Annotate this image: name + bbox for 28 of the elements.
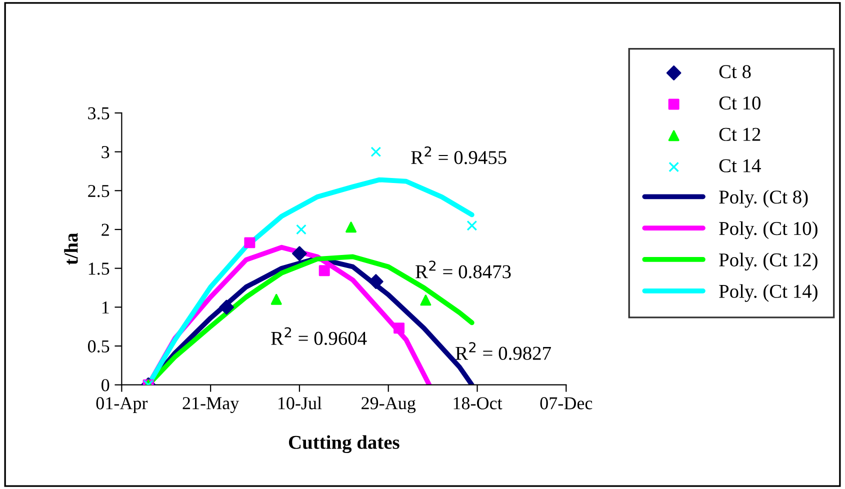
annotation: R$^{2}$ = 0.8473 — [416, 260, 511, 278]
y-tick-label: 2 — [102, 224, 109, 236]
y-tick-label: 3.5 — [88, 107, 110, 120]
legend-label: Ct 8 — [719, 65, 751, 78]
x-tick-label: 18-Oct — [454, 397, 502, 410]
y-tick-label: 0.5 — [88, 340, 110, 353]
legend-label: Ct 12 — [719, 128, 760, 141]
x-tick-label: 21-May — [182, 397, 240, 414]
y-tick-label: 2.5 — [88, 184, 110, 198]
legend-label: Poly. (Ct 12) — [719, 252, 818, 270]
y-tick-label: 0 — [102, 379, 110, 392]
x-axis-title: Cutting dates — [288, 435, 400, 454]
legend-label: Poly. (Ct 8) — [719, 190, 808, 208]
annotation: R$^{2}$ = 0.9604 — [271, 327, 367, 346]
legend-label: Poly. (Ct 14) — [719, 284, 818, 302]
y-tick-label: 1 — [102, 302, 109, 314]
y-tick-label: 3 — [102, 146, 110, 158]
legend-label: Ct 14 — [719, 159, 761, 172]
x-tick-label: 01-Apr — [96, 397, 148, 414]
annotation: R$^{2}$ = 0.9827 — [456, 342, 551, 360]
x-tick-label: 07-Dec — [540, 397, 592, 410]
x-tick-label: 29-Aug — [362, 397, 416, 414]
y-axis-title: t/ha — [64, 232, 78, 265]
y-tick-label: 1.5 — [88, 262, 110, 275]
legend-label: Poly. (Ct 10) — [719, 221, 818, 240]
annotation: R$^{2}$ = 0.9455 — [411, 146, 506, 164]
legend-label: Ct 10 — [719, 96, 760, 110]
x-tick-label: 10-Jul — [278, 396, 322, 410]
